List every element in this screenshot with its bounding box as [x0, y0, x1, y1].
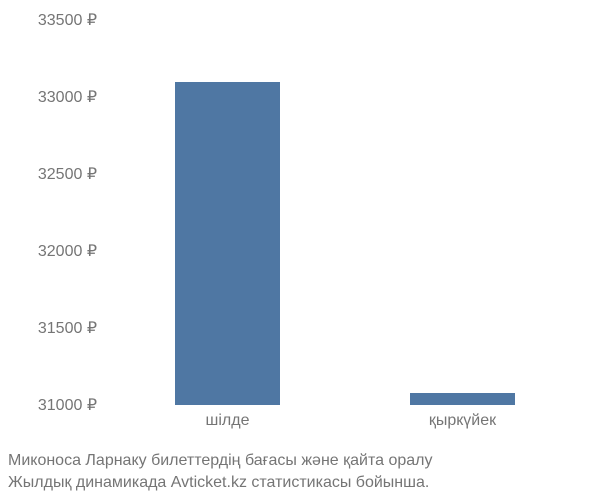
- caption-line-2: Жылдық динамикада Avticket.kz статистика…: [8, 474, 429, 491]
- y-axis: 33500 ₽ 33000 ₽ 32500 ₽ 32000 ₽ 31500 ₽ …: [0, 20, 105, 405]
- y-tick-label: 32500 ₽: [38, 164, 97, 184]
- bar-september: [410, 393, 516, 405]
- y-tick-label: 33500 ₽: [38, 10, 97, 30]
- caption-line-1: Миконоса Ларнаку билеттердің бағасы және…: [8, 452, 432, 469]
- chart-caption: Миконоса Ларнаку билеттердің бағасы және…: [8, 450, 598, 493]
- chart-plot-area: [110, 20, 580, 405]
- y-tick-label: 31000 ₽: [38, 395, 97, 415]
- x-tick-label: қыркүйек: [429, 412, 496, 430]
- y-tick-label: 33000 ₽: [38, 87, 97, 107]
- x-axis: шілде қыркүйек: [110, 412, 580, 437]
- bar-july: [175, 82, 281, 405]
- x-tick-label: шілде: [206, 412, 250, 430]
- y-tick-label: 31500 ₽: [38, 318, 97, 338]
- y-tick-label: 32000 ₽: [38, 241, 97, 261]
